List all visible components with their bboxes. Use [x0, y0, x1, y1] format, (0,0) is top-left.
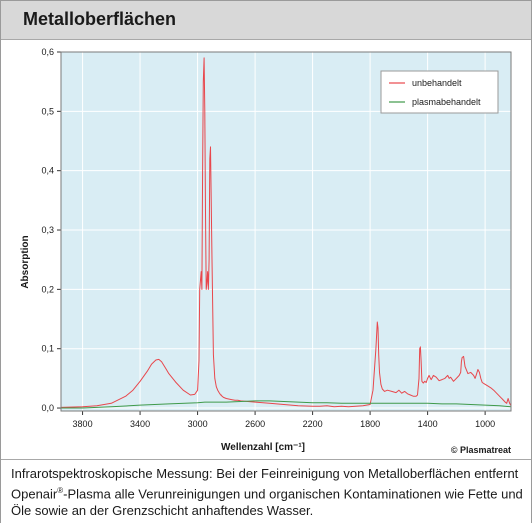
x-tick-label: 1000	[475, 419, 495, 429]
x-tick-label: 3400	[130, 419, 150, 429]
legend-box	[380, 70, 499, 114]
page-title: Metalloberflächen	[23, 9, 177, 29]
y-tick-label: 0,2	[41, 284, 54, 294]
y-tick-label: 0,1	[41, 344, 54, 354]
x-tick-label: 1400	[418, 419, 438, 429]
y-tick-label: 0,4	[41, 166, 54, 176]
series-line-unbehandelt	[60, 57, 512, 408]
credit-label: © Plasmatreat	[451, 445, 511, 455]
y-tick-label: 0,3	[41, 225, 54, 235]
x-tick-label: 2600	[245, 419, 265, 429]
x-axis-label: Wellenzahl [cm⁻¹]	[221, 442, 305, 453]
chart-area: 0,0 0,1 0,2 0,3 0,4 0,5 0,6 3800 3400 3000 2600 220…	[1, 40, 531, 460]
x-tick-label: 1800	[360, 419, 380, 429]
spectrum-chart: 0,0 0,1 0,2 0,3 0,4 0,5 0,6 3800 3400 3000 2600 220…	[20, 47, 512, 455]
caption-part-1: Infrarotspektroskopische Messung: Bei de…	[11, 466, 519, 502]
series-line-plasmabehandelt	[61, 400, 512, 409]
header-bar: Metalloberflächen	[1, 1, 531, 40]
y-tick-label: 0,6	[41, 47, 54, 57]
registered-mark: ®	[57, 486, 64, 495]
y-tick-label: 0,5	[41, 106, 54, 116]
caption-part-2: -Plasma alle Verunreinigungen und organi…	[11, 486, 523, 519]
y-tick-label: 0,0	[41, 403, 54, 413]
legend-label-plasmabehandelt: plasmabehandelt	[412, 97, 481, 107]
y-axis-label: Absorption	[20, 235, 31, 288]
x-tick-label: 2200	[303, 419, 323, 429]
caption-text: Infrarotspektroskopische Messung: Bei de…	[11, 465, 526, 519]
x-tick-label: 3000	[188, 419, 208, 429]
plot-border	[60, 51, 512, 412]
caption-box: Infrarotspektroskopische Messung: Bei de…	[1, 459, 531, 523]
legend-label-unbehandelt: unbehandelt	[412, 78, 462, 88]
x-tick-label: 3800	[73, 419, 93, 429]
